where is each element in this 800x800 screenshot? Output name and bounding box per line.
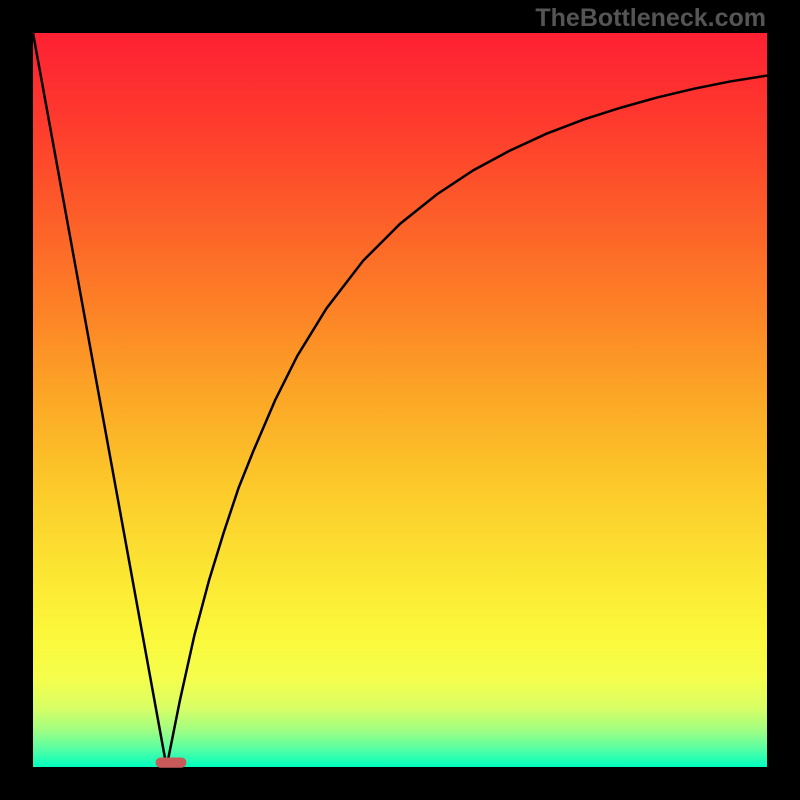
plot-area <box>33 33 767 767</box>
bottleneck-curve <box>33 33 767 767</box>
watermark-text: TheBottleneck.com <box>535 4 766 33</box>
chart-container: TheBottleneck.com <box>0 0 800 800</box>
curve-layer <box>33 33 767 767</box>
optimal-marker <box>156 757 187 767</box>
